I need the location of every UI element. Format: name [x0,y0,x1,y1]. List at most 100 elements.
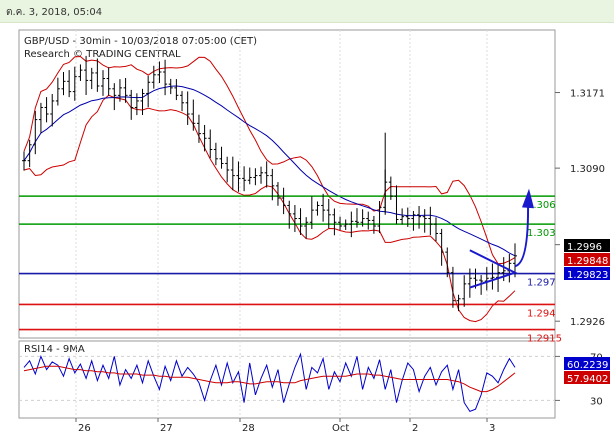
price-tag-box [564,267,610,280]
price-bar [428,206,433,236]
chart-title: GBP/USD - 30min - 10/03/2018 07:05:00 (C… [24,36,257,47]
price-bar [236,161,241,192]
price-bar [55,77,60,106]
price-bar [146,75,151,108]
level-label: 1.297 [527,278,556,289]
timestamp: ต.ค. 3, 2018, 05:04 [6,7,103,18]
price-bar [360,209,365,227]
price-bar [242,166,247,192]
rsi-title: RSI14 - 9MA [24,344,85,355]
price-bar [27,139,32,168]
price-bar [321,193,326,222]
level-label: 1.303 [527,228,556,239]
price-bar [326,199,331,229]
price-bar [445,247,450,278]
price-bar [174,79,179,101]
price-bar [264,161,269,188]
price-bar [78,64,83,81]
price-bar [72,66,77,101]
price-panel-frame [18,29,556,339]
top-strip: ต.ค. 3, 2018, 05:04 [0,0,614,23]
level-label: 1.2915 [527,334,562,345]
price-bar [225,156,230,183]
time-tick-label: 2 [412,423,418,434]
price-bar [315,201,320,216]
price-bar [411,210,416,231]
time-tick-label: 26 [78,423,91,434]
price-bar [208,129,213,159]
level-label: 1.306 [527,200,556,211]
price-ytick-label: 1.2926 [570,317,605,328]
price-tag-text: 1.29848 [567,256,608,267]
price-bar [354,208,359,228]
price-bar [433,217,438,242]
price-ytick-label: 1.3171 [570,89,605,100]
price-bar [95,58,100,92]
price-tag-text: 1.29823 [567,270,608,281]
rsi-tag-text: 60.2239 [567,360,608,371]
price-bar [140,88,145,116]
triangle-pattern [469,249,518,289]
price-bar [270,168,275,201]
price-bar [213,142,218,166]
price-bar [168,78,173,95]
price-bar [422,209,427,233]
price-bar [338,216,343,231]
price-bar [180,91,185,112]
price-bar [304,217,309,239]
rsi-tag-box [564,357,610,370]
price-bar [202,124,207,152]
price-bar [106,67,111,96]
price-bar [44,97,49,123]
price-bar [196,114,201,143]
price-bar [61,72,66,96]
price-bar [405,207,410,227]
price-tag-box [564,253,610,266]
price-bar [67,70,72,98]
time-tick-label: Oct [332,423,349,434]
price-bar [400,208,405,225]
price-bar [462,275,467,307]
price-bar [112,83,117,111]
rsi-tag: 57.9402 [564,371,610,385]
price-bar [484,267,489,291]
price-bar [123,78,128,103]
price-bar [230,156,235,191]
price-bar [371,215,376,234]
price-tag: 1.29823 [564,267,610,281]
projection-arrow-head [522,188,534,209]
rsi-tag-text: 57.9402 [567,374,608,385]
price-bar [253,168,258,186]
price-bar [50,94,55,127]
time-tick-label: 28 [242,423,255,434]
price-bar [366,211,371,230]
time-tick-label: 3 [489,423,495,434]
price-bar [309,196,314,229]
price-bar [343,219,348,230]
price-bar [377,201,382,234]
price-bar [287,200,292,229]
rsi-line [23,352,516,413]
price-bar [490,263,495,290]
rsi-ytick-label: 30 [590,396,603,407]
price-bar [439,228,444,266]
price-tag: 1.29848 [564,253,610,267]
bollinger-upper-line [23,55,516,265]
price-bar [129,89,134,120]
price-bar [332,208,337,236]
price-bar [281,187,286,215]
price-bar [247,167,252,185]
price-bar [22,151,26,171]
price-bar [450,266,455,308]
price-bar [185,91,190,125]
price-bar [84,55,89,95]
price-bar [394,185,399,225]
rsi-ma-line [23,365,516,393]
price-bar [117,79,122,102]
price-bar [298,208,303,235]
price-bar [157,61,162,84]
price-bar [349,211,354,238]
moving-average-line [23,85,516,257]
price-bar [275,182,280,206]
